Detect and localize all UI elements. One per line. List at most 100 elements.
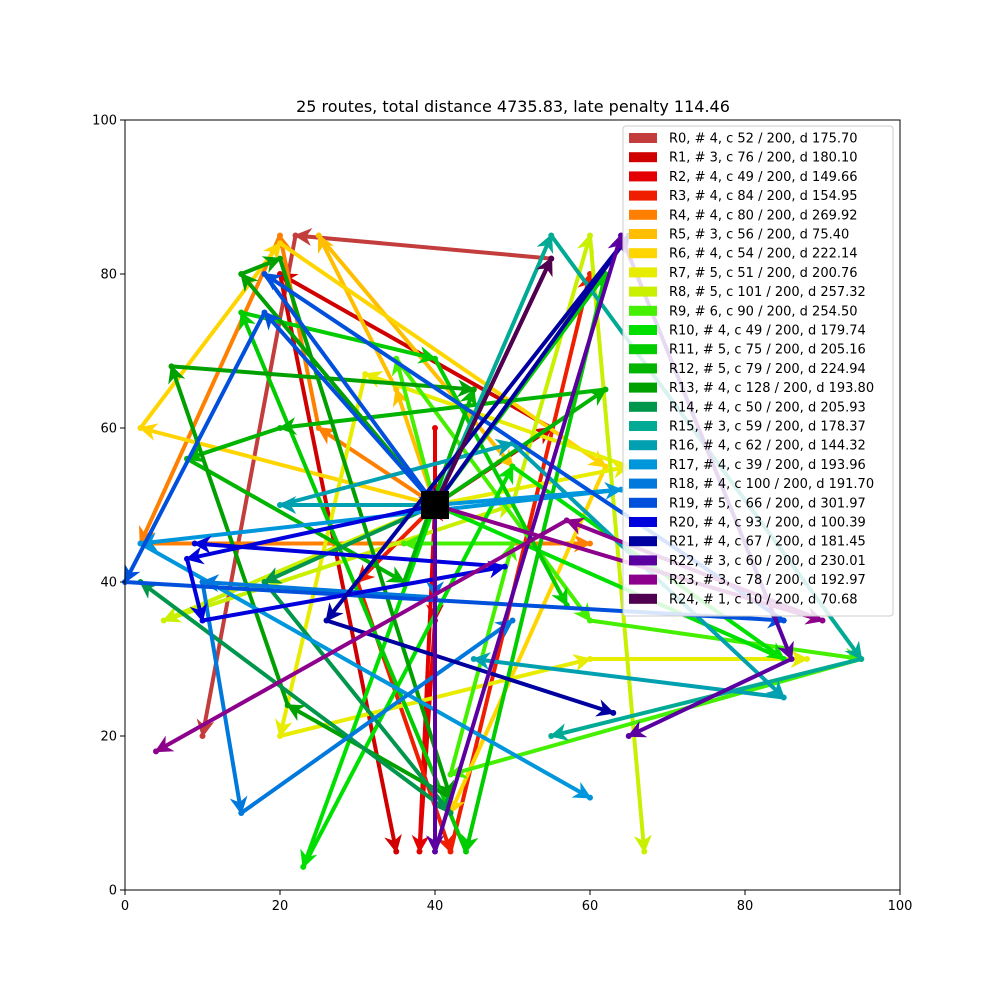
- route-9-stop: [401, 540, 407, 547]
- route-13-stop: [470, 386, 477, 393]
- route-15-stop: [548, 232, 555, 239]
- route-7-stop: [362, 371, 369, 378]
- route-8-stop: [641, 848, 648, 855]
- route-4-segment: [274, 233, 321, 430]
- route-21-segment: [433, 233, 631, 507]
- route-9-segment: [394, 356, 592, 623]
- route-18-segment: [239, 618, 515, 815]
- legend-swatch: [629, 478, 657, 489]
- legend-entry: R22, # 3, c 60 / 200, d 230.01: [669, 554, 866, 569]
- route-4-stop: [315, 425, 322, 431]
- route-21-stop: [610, 709, 617, 716]
- legend-swatch: [629, 325, 657, 335]
- route-11-stop: [463, 848, 469, 855]
- route-9-segment: [588, 618, 864, 666]
- legend-swatch: [629, 248, 657, 259]
- route-8-segment: [510, 233, 595, 507]
- route-13-stop: [277, 255, 283, 262]
- route-5-segment: [316, 233, 515, 469]
- route-16-segment: [471, 652, 786, 700]
- legend-swatch: [629, 517, 657, 527]
- axis-ticks: 0 20 40 60 80 100 0 20 40 60 80 100: [92, 114, 912, 915]
- route-12-segment: [433, 387, 608, 507]
- route-6-stop: [277, 240, 283, 247]
- route-20-stop: [191, 540, 198, 547]
- route-18-stop: [509, 617, 516, 624]
- route-4-stop: [587, 540, 593, 547]
- route-1-stop: [393, 848, 400, 855]
- route-12: [184, 386, 609, 585]
- route-3-stop: [447, 848, 454, 855]
- legend-swatch: [629, 171, 657, 182]
- route-16-stop: [470, 656, 477, 662]
- route-2-stop: [432, 425, 438, 431]
- route-15-stop: [548, 733, 555, 739]
- route-20-stop: [184, 555, 190, 562]
- legend-entry: R12, # 5, c 79 / 200, d 224.94: [669, 362, 866, 377]
- x-tick-label: 60: [582, 899, 599, 914]
- routes-layer: [122, 227, 865, 870]
- legend-entry: R19, # 5, c 66 / 200, d 301.97: [669, 496, 866, 511]
- depot-marker: [421, 491, 449, 519]
- legend-entry: R24, # 1, c 10 / 200, d 70.68: [669, 592, 858, 607]
- route-23-stop: [563, 517, 570, 524]
- route-21: [323, 232, 632, 717]
- route-22-stop: [788, 656, 795, 662]
- legend-swatch: [629, 555, 657, 566]
- chart-title: 25 routes, total distance 4735.83, late …: [296, 97, 730, 116]
- x-tick-label: 80: [737, 899, 754, 914]
- legend-entry: R10, # 4, c 49 / 200, d 179.74: [669, 324, 866, 339]
- route-6-stop: [137, 425, 144, 431]
- legend-swatch: [629, 593, 657, 604]
- legend-entry: R13, # 4, c 128 / 200, d 193.80: [669, 381, 874, 396]
- legend-swatch: [629, 152, 657, 163]
- route-18-segment: [200, 574, 437, 600]
- route-19-stop: [261, 309, 268, 316]
- legend-entry: R16, # 4, c 62 / 200, d 144.32: [669, 439, 866, 454]
- y-tick-label: 0: [109, 884, 117, 899]
- route-6-stop: [602, 463, 609, 470]
- route-13-segment: [239, 256, 282, 276]
- legend-entry: R9, # 6, c 90 / 200, d 254.50: [669, 304, 858, 319]
- route-20-stop: [501, 563, 508, 570]
- route-8-stop: [160, 617, 167, 624]
- legend-entry: R23, # 3, c 78 / 200, d 192.97: [669, 573, 866, 588]
- x-tick-label: 40: [427, 899, 444, 914]
- legend-swatch: [629, 286, 657, 297]
- legend-entry: R5, # 3, c 56 / 200, d 75.40: [669, 228, 849, 243]
- route-20-segment: [200, 560, 507, 623]
- y-tick-label: 40: [100, 576, 117, 591]
- plot-frame: [124, 119, 901, 891]
- legend-box: [622, 125, 894, 617]
- route-13-segment: [168, 364, 290, 708]
- route-6-segment: [138, 423, 437, 507]
- legend-swatch: [629, 497, 657, 508]
- legend-entry: R2, # 4, c 49 / 200, d 149.66: [669, 170, 858, 185]
- legend-swatch: [629, 421, 657, 431]
- route-13: [168, 255, 477, 801]
- legend-swatch: [629, 401, 657, 412]
- legend-entry: R4, # 4, c 80 / 200, d 269.92: [669, 208, 858, 223]
- route-0-segment: [293, 227, 554, 261]
- route-18-stop: [238, 810, 245, 816]
- legend-entry: R18, # 4, c 100 / 200, d 191.70: [669, 477, 874, 492]
- legend-entry: R21, # 4, c 67 / 200, d 181.45: [669, 535, 866, 550]
- legend-entry: R8, # 5, c 101 / 200, d 257.32: [669, 285, 866, 300]
- route-20-segment: [185, 503, 437, 565]
- route-23-segment: [154, 518, 569, 754]
- legend: R0, # 4, c 52 / 200, d 175.70 R1, # 3, c …: [622, 125, 894, 617]
- legend-swatch: [629, 190, 657, 201]
- route-1-stop: [277, 271, 283, 277]
- route-7-stop: [277, 733, 283, 739]
- route-10-stop: [509, 463, 516, 470]
- route-12-stop: [602, 386, 609, 393]
- route-13-stop: [238, 271, 245, 277]
- legend-entry: R6, # 4, c 54 / 200, d 222.14: [669, 247, 858, 262]
- legend-swatch: [629, 209, 657, 220]
- route-24-stop: [548, 255, 555, 262]
- x-tick-label: 100: [888, 899, 913, 914]
- legend-swatch: [629, 382, 657, 393]
- route-9-stop: [447, 771, 454, 778]
- route-2-stop: [416, 848, 423, 855]
